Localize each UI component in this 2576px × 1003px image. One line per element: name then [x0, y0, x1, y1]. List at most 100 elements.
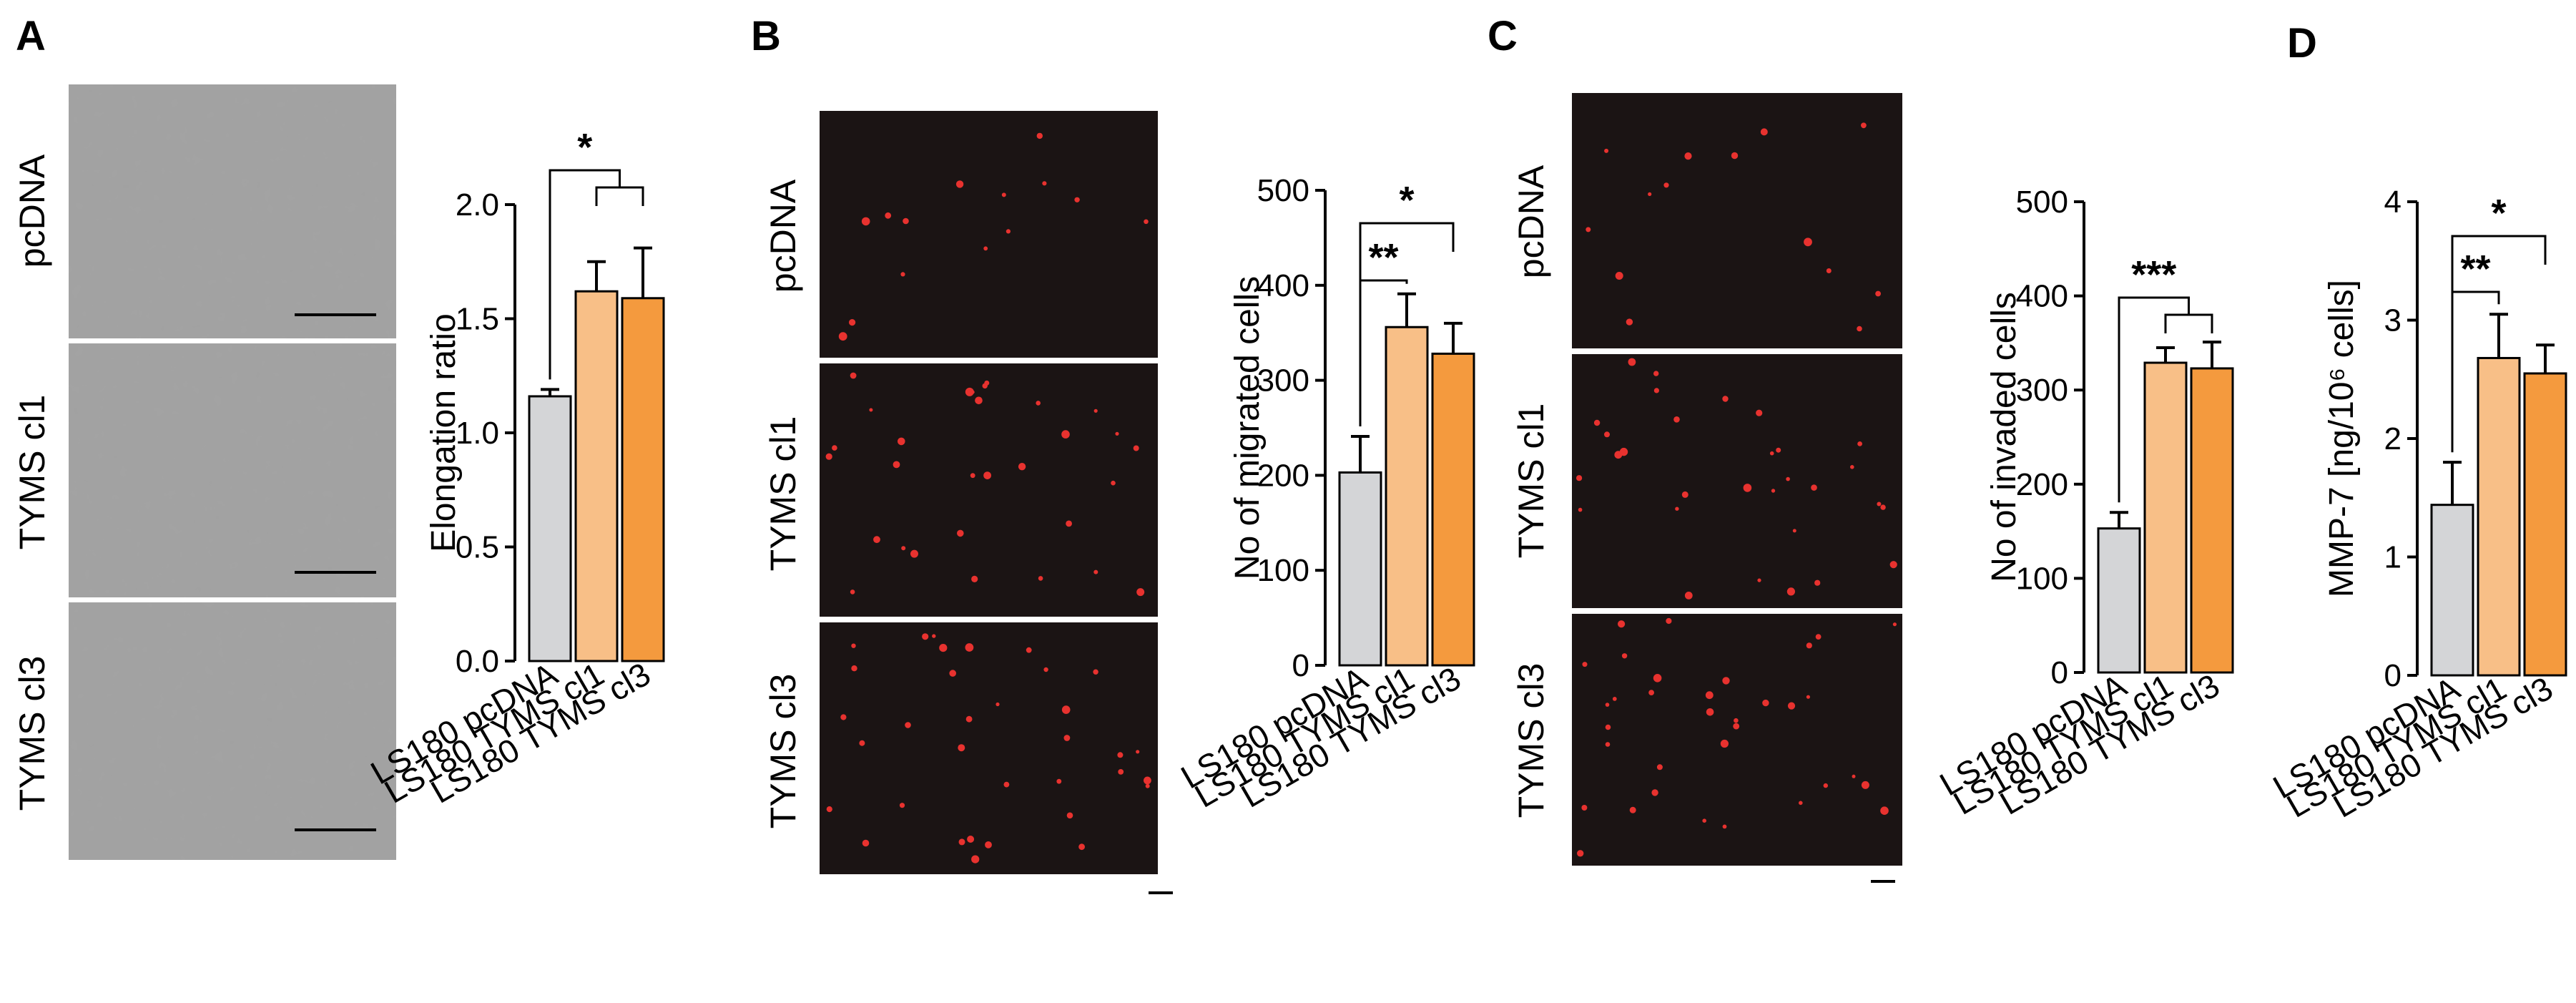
panel-label-c: C: [1488, 13, 1518, 59]
fluorescent-cell-dot: [873, 536, 880, 544]
fluorescent-cell-dot: [1786, 476, 1790, 481]
bar-d-0: [2430, 504, 2474, 677]
fluorescent-cell-dot: [861, 217, 870, 226]
significance-marker: **: [1368, 236, 1398, 279]
fluorescent-cell-dot: [1629, 806, 1636, 813]
fluorescent-cell-dot: [859, 740, 865, 746]
fluorescent-cell-dot: [1850, 465, 1854, 469]
fluorescent-cell-dot: [851, 643, 856, 648]
y-tick-label: 0.0: [456, 644, 499, 679]
bar-a-2: [621, 297, 665, 662]
fluorescent-cell-dot: [1889, 561, 1897, 569]
fluorescent-cell-dot: [832, 445, 837, 451]
fluorescent-cell-dot: [1115, 431, 1119, 436]
fluorescent-cell-dot: [1628, 358, 1636, 366]
fluorescent-cell-dot: [1799, 801, 1803, 806]
row-label-tyms-cl1: TYMS cl1: [1511, 403, 1551, 559]
fluorescent-cell-dot: [1038, 576, 1043, 581]
y-tick-label: 2.0: [456, 187, 499, 222]
fluorescent-cell-dot: [1684, 152, 1692, 160]
fluorescent-cell-dot: [1857, 441, 1863, 446]
fluorescent-cell-dot: [982, 383, 988, 389]
fluorescent-cell-dot: [900, 272, 905, 277]
fluorescent-cell-dot: [1043, 667, 1048, 672]
fluorescent-cell-dot: [905, 722, 911, 728]
y-axis-label-b: No of migrated cells: [1229, 276, 1267, 579]
fluorescent-cell-dot: [901, 546, 906, 551]
micrograph-b-cl1: [820, 363, 1158, 617]
fluorescent-cell-dot: [1593, 419, 1601, 426]
fluorescent-cell-dot: [1757, 578, 1761, 582]
fluorescent-cell-dot: [965, 387, 974, 396]
fluorescent-cell-dot: [1618, 620, 1626, 628]
fluorescent-cell-dot: [1648, 690, 1655, 695]
error-bar-b-2: [1444, 321, 1462, 354]
fluorescent-cell-dot: [850, 589, 855, 595]
fluorescent-cell-dot: [1743, 484, 1752, 492]
fluorescent-cell-dot: [1619, 447, 1628, 456]
fluorescent-cell-dot: [1771, 489, 1776, 493]
fluorescent-cell-dot: [1063, 735, 1071, 741]
fluorescent-cell-dot: [1760, 128, 1768, 136]
fluorescent-cell-dot: [1653, 371, 1659, 376]
error-bar-d-0: [2443, 461, 2462, 505]
fluorescent-cell-dot: [825, 453, 832, 460]
fluorescent-cell-dot: [1066, 812, 1073, 819]
fluorescent-cell-dot: [1762, 699, 1769, 707]
fluorescent-cell-dot: [1605, 724, 1611, 730]
fluorescent-cell-dot: [1722, 396, 1729, 402]
fluorescent-cell-dot: [967, 836, 975, 843]
fluorescent-cell-dot: [1734, 718, 1739, 723]
significance-marker: **: [2460, 248, 2490, 290]
error-bar-b-1: [1397, 292, 1416, 328]
fluorescent-cell-dot: [975, 396, 983, 405]
fluorescent-cell-dot: [1111, 480, 1116, 486]
fluorescent-cell-dot: [1756, 409, 1763, 416]
fluorescent-cell-dot: [1675, 507, 1679, 511]
fluorescent-cell-dot: [1811, 484, 1817, 491]
fluorescent-cell-dot: [996, 702, 1000, 707]
fluorescent-cell-dot: [1582, 662, 1588, 667]
fluorescent-cell-dot: [1786, 587, 1795, 596]
fluorescent-cell-dot: [1586, 227, 1591, 233]
fluorescent-cell-dot: [1792, 529, 1796, 533]
fluorescent-cell-dot: [1722, 824, 1727, 829]
fluorescent-cell-dot: [1875, 290, 1882, 297]
fluorescent-cell-dot: [1776, 447, 1781, 453]
fluorescent-cell-dot: [1604, 148, 1609, 153]
fluorescent-cell-dot: [1706, 708, 1714, 716]
row-label-tyms-cl3: TYMS cl3: [1511, 663, 1551, 818]
bar-a-1: [574, 290, 619, 662]
micrograph-a-pcdna: [69, 84, 396, 338]
fluorescent-cell-dot: [910, 549, 918, 558]
y-tick-label: 3: [2384, 303, 2402, 338]
fluorescent-cell-dot: [838, 332, 847, 341]
fluorescent-cell-dot: [949, 670, 956, 677]
fluorescent-cell-dot: [1621, 653, 1628, 659]
y-axis-label-d: MMP-7 [ng/10⁶ cells]: [2323, 280, 2361, 597]
bar-b-1: [1385, 326, 1429, 667]
fluorescent-cell-dot: [893, 461, 900, 469]
fluorescent-cell-dot: [1612, 697, 1617, 701]
panel-c-micrographs: pcDNA TYMS cl1 TYMS cl3: [1511, 93, 1902, 883]
error-bar-d-2: [2536, 343, 2555, 373]
fluorescent-cell-dot: [965, 715, 973, 723]
fluorescent-cell-dot: [1605, 703, 1610, 707]
y-tick-label: 500: [1257, 173, 1309, 208]
y-tick-label: 1: [2384, 540, 2402, 575]
fluorescent-cell-dot: [1681, 491, 1688, 498]
fluorescent-cell-dot: [1656, 764, 1663, 770]
error-bar-a-2: [634, 246, 652, 298]
fluorescent-cell-dot: [939, 644, 948, 652]
y-tick-label: 400: [1257, 268, 1309, 303]
fluorescent-cell-dot: [958, 744, 965, 752]
fluorescent-cell-dot: [1826, 268, 1832, 273]
fluorescent-cell-dot: [1892, 622, 1897, 627]
micrograph-b-cl3: [820, 622, 1158, 874]
error-bar-a-1: [587, 260, 606, 292]
fluorescent-cell-dot: [1814, 579, 1821, 586]
significance-marker: *: [577, 126, 592, 169]
y-tick-label: 100: [1257, 553, 1309, 588]
